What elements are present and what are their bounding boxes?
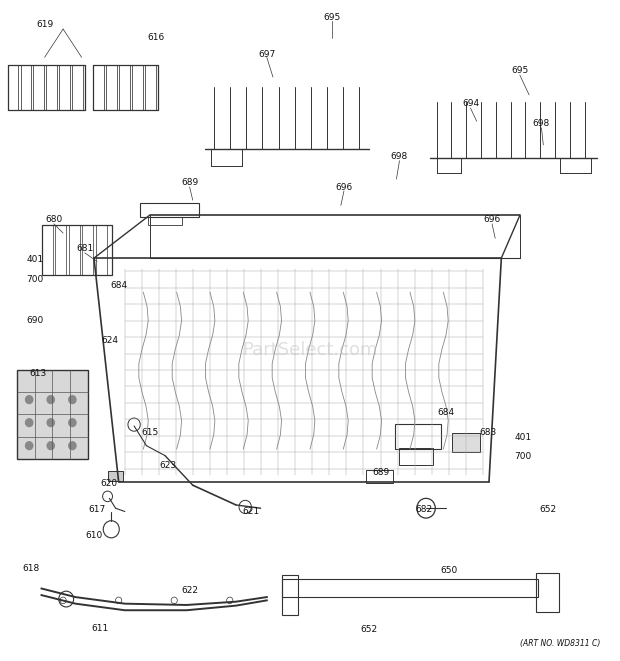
Text: 617: 617 — [89, 505, 105, 514]
Text: 689: 689 — [181, 178, 198, 187]
Text: 652: 652 — [360, 625, 377, 635]
Bar — [107, 471, 123, 481]
Circle shape — [46, 395, 55, 405]
Text: 700: 700 — [515, 452, 531, 461]
Bar — [536, 572, 559, 612]
Text: 698: 698 — [533, 119, 550, 128]
Bar — [94, 65, 104, 110]
Text: 681: 681 — [76, 244, 94, 253]
Text: 620: 620 — [101, 479, 118, 488]
Text: 695: 695 — [512, 66, 528, 75]
Bar — [282, 575, 298, 615]
Bar — [366, 470, 393, 483]
Text: 616: 616 — [147, 33, 164, 42]
Text: 613: 613 — [30, 369, 47, 378]
Bar — [60, 65, 70, 110]
Bar — [106, 65, 117, 110]
Circle shape — [68, 441, 77, 450]
Circle shape — [46, 418, 55, 427]
Bar — [395, 424, 441, 449]
Bar — [119, 65, 130, 110]
Text: PartSelect.com: PartSelect.com — [242, 341, 378, 359]
Text: 684: 684 — [437, 408, 454, 417]
Bar — [96, 225, 107, 274]
Text: 680: 680 — [45, 215, 63, 225]
Text: 401: 401 — [27, 255, 44, 264]
Bar — [132, 65, 143, 110]
Bar — [148, 217, 182, 225]
Bar — [46, 65, 57, 110]
Bar — [42, 225, 53, 274]
Text: 684: 684 — [110, 281, 127, 290]
Circle shape — [46, 441, 55, 450]
Text: 700: 700 — [27, 275, 44, 284]
Circle shape — [25, 418, 33, 427]
Text: 650: 650 — [440, 566, 458, 575]
Text: 652: 652 — [539, 505, 556, 514]
Bar — [33, 65, 44, 110]
Bar — [140, 203, 199, 217]
Text: 624: 624 — [101, 336, 118, 345]
Text: (ART NO. WD8311 C): (ART NO. WD8311 C) — [520, 639, 600, 648]
Text: 682: 682 — [415, 505, 433, 514]
Text: 696: 696 — [484, 215, 501, 225]
Circle shape — [25, 441, 33, 450]
Bar — [69, 225, 80, 274]
Text: 615: 615 — [141, 428, 158, 437]
Text: 696: 696 — [335, 182, 353, 192]
Bar — [20, 65, 31, 110]
Circle shape — [25, 395, 33, 405]
Text: 610: 610 — [86, 531, 102, 540]
Bar — [42, 225, 112, 274]
Circle shape — [68, 418, 77, 427]
Text: 401: 401 — [515, 433, 531, 442]
Text: 689: 689 — [373, 467, 389, 477]
Bar — [73, 65, 83, 110]
Text: 619: 619 — [36, 20, 53, 29]
Text: 622: 622 — [181, 586, 198, 595]
Bar — [55, 225, 66, 274]
Text: 695: 695 — [323, 13, 340, 22]
Text: 694: 694 — [462, 99, 479, 108]
Bar — [282, 578, 538, 597]
Bar — [399, 448, 433, 465]
Text: 623: 623 — [159, 461, 177, 470]
Bar — [82, 225, 94, 274]
Bar — [145, 65, 156, 110]
Text: 683: 683 — [479, 428, 497, 437]
Text: 698: 698 — [391, 151, 408, 161]
Text: 697: 697 — [258, 50, 275, 59]
Bar — [17, 370, 88, 459]
Text: 611: 611 — [92, 623, 108, 633]
Bar — [7, 65, 18, 110]
Text: 621: 621 — [243, 507, 260, 516]
Text: 690: 690 — [27, 316, 44, 325]
Text: 618: 618 — [22, 564, 40, 573]
Bar — [452, 432, 480, 452]
Circle shape — [68, 395, 77, 405]
